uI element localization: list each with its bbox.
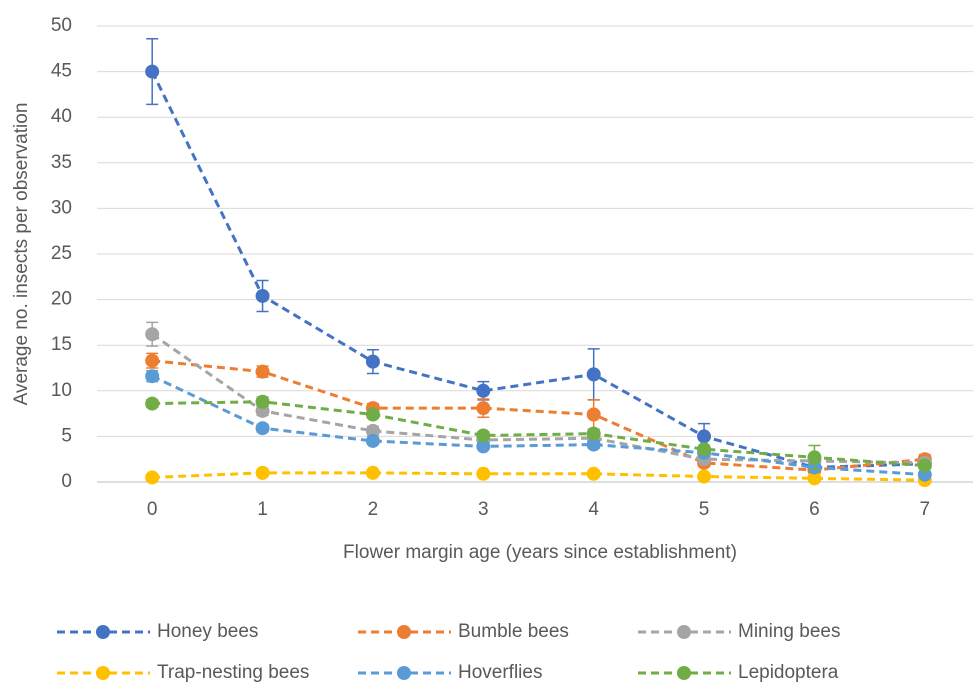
data-point <box>476 428 491 443</box>
legend-marker <box>677 625 691 639</box>
y-tick-label: 35 <box>51 152 72 173</box>
legend-label: Trap-nesting bees <box>157 662 309 683</box>
x-tick-label: 0 <box>147 499 158 520</box>
data-point <box>476 439 491 454</box>
data-point <box>365 354 380 369</box>
legend-marker <box>96 666 110 680</box>
x-tick-label: 3 <box>478 499 489 520</box>
legend-label: Hoverflies <box>458 662 542 683</box>
x-tick-label: 7 <box>920 499 931 520</box>
y-tick-label: 25 <box>51 243 72 264</box>
data-point <box>365 407 380 422</box>
x-tick-label: 2 <box>368 499 379 520</box>
y-tick-label: 30 <box>51 197 72 218</box>
data-point <box>255 421 270 436</box>
legend-label: Bumble bees <box>458 621 569 642</box>
y-tick-label: 0 <box>61 471 72 492</box>
data-point <box>145 353 160 368</box>
data-point <box>255 288 270 303</box>
data-point <box>145 396 160 411</box>
data-point <box>365 465 380 480</box>
data-point <box>586 426 601 441</box>
data-point <box>365 433 380 448</box>
data-point <box>145 470 160 485</box>
legend-marker <box>96 625 110 639</box>
data-point <box>586 407 601 422</box>
data-point <box>586 437 601 452</box>
x-axis-label: Flower margin age (years since establish… <box>343 542 737 563</box>
data-point <box>365 423 380 438</box>
data-point <box>697 429 712 444</box>
y-tick-label: 50 <box>51 15 72 36</box>
y-tick-label: 20 <box>51 289 72 310</box>
data-point <box>255 364 270 379</box>
data-point <box>586 367 601 382</box>
x-tick-label: 1 <box>257 499 268 520</box>
data-point <box>476 401 491 416</box>
series-line <box>152 471 925 482</box>
y-tick-label: 5 <box>61 425 72 446</box>
series-line <box>152 359 925 472</box>
data-point <box>145 369 160 384</box>
legend-marker <box>677 666 691 680</box>
y-tick-label: 15 <box>51 334 72 355</box>
data-point <box>145 64 160 79</box>
y-tick-label: 45 <box>51 61 72 82</box>
series-line <box>150 70 925 469</box>
legend-marker <box>397 625 411 639</box>
data-point <box>255 394 270 409</box>
data-point <box>917 458 932 473</box>
legend-label: Mining bees <box>738 621 840 642</box>
x-tick-label: 6 <box>809 499 820 520</box>
data-point <box>476 466 491 481</box>
x-tick-label: 4 <box>588 499 599 520</box>
data-point <box>697 442 712 457</box>
data-point <box>807 471 822 486</box>
legend-label: Honey bees <box>157 621 258 642</box>
data-point <box>255 465 270 480</box>
y-tick-label: 10 <box>51 380 72 401</box>
series-line <box>151 374 925 477</box>
data-point <box>145 327 160 342</box>
data-point <box>586 466 601 481</box>
legend-label: Lepidoptera <box>738 662 839 683</box>
y-axis-label: Average no. insects per observation <box>11 103 32 406</box>
legend-marker <box>397 666 411 680</box>
data-point <box>697 469 712 484</box>
data-point <box>476 383 491 398</box>
data-point <box>807 450 822 465</box>
y-tick-label: 40 <box>51 106 72 127</box>
x-tick-label: 5 <box>699 499 710 520</box>
